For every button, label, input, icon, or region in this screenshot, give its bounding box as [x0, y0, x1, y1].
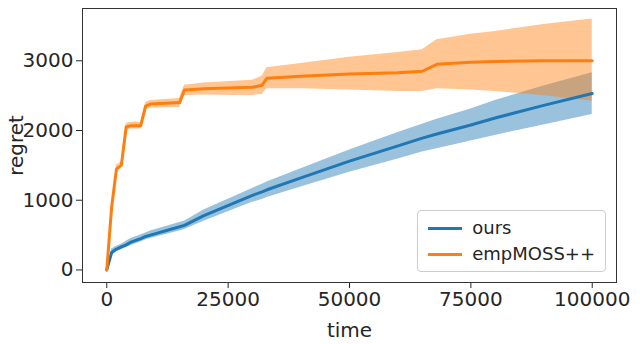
html-text:empMOSS++: empMOSS++	[472, 243, 595, 264]
svg-text:50000: 50000	[318, 287, 382, 311]
html-text:ours: ours	[472, 217, 512, 238]
svg-text:0: 0	[100, 287, 113, 311]
svg-text:time: time	[327, 318, 372, 342]
svg-text:1000: 1000	[23, 188, 74, 212]
svg-text:3000: 3000	[23, 48, 74, 72]
svg-text:75000: 75000	[439, 287, 503, 311]
svg-text:0: 0	[61, 257, 74, 281]
svg-text:100000: 100000	[554, 287, 630, 311]
svg-text:regret: regret	[4, 115, 28, 176]
svg-text:25000: 25000	[196, 287, 260, 311]
svg-text:2000: 2000	[23, 118, 74, 142]
